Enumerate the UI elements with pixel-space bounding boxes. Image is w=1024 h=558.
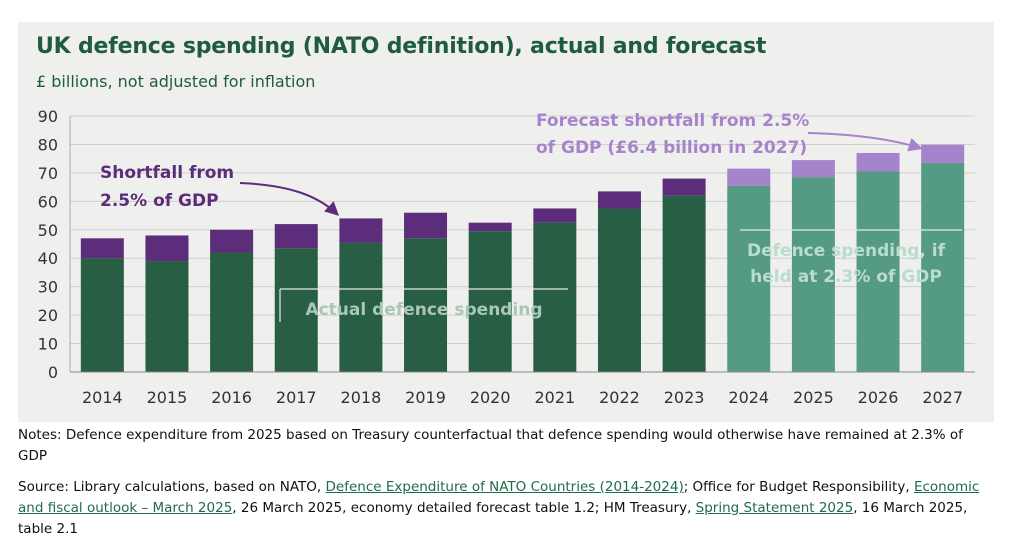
source-suffix: , 16 March 2025, table 2.1 xyxy=(18,500,968,537)
y-tick-label: 40 xyxy=(38,249,58,268)
x-tick-label: 2014 xyxy=(82,388,123,407)
bar-actual-2023 xyxy=(662,195,706,372)
y-tick-label: 70 xyxy=(38,164,58,183)
source-link-spring-statement[interactable]: Spring Statement 2025 xyxy=(695,500,854,516)
bar-actual-2022 xyxy=(597,208,641,372)
bar-forecast-2024 xyxy=(727,185,771,372)
y-tick-label: 80 xyxy=(38,135,58,154)
bar-actual-2019 xyxy=(404,238,448,372)
source-link-nato[interactable]: Defence Expenditure of NATO Countries (2… xyxy=(325,479,684,495)
x-axis: 2014 2015 2016 2017 2018 2019 2020 2021 2022 2023… xyxy=(70,371,975,407)
bar-actual-2014 xyxy=(80,258,124,372)
y-axis: 0 10 20 30 40 50 60 70 80 90 xyxy=(38,107,71,382)
bar-shortfall-2021 xyxy=(533,208,577,223)
x-tick-label: 2019 xyxy=(405,388,446,407)
y-tick-label: 50 xyxy=(38,221,58,240)
bar-shortfall-2016 xyxy=(210,229,254,253)
bar-forecast-2027 xyxy=(921,162,965,372)
bar-shortfall-2018 xyxy=(339,218,383,243)
x-tick-label: 2024 xyxy=(728,388,769,407)
x-tick-label: 2026 xyxy=(858,388,899,407)
bar-shortfall-2020 xyxy=(468,222,512,232)
chart-subtitle: £ billions, not adjusted for inflation xyxy=(36,72,316,91)
y-tick-label: 90 xyxy=(38,107,58,126)
source-mid1: ; Office for Budget Responsibility, xyxy=(683,479,914,495)
chart-source: Source: Library calculations, based on N… xyxy=(18,477,993,540)
annotation-forecast-shortfall-arrow xyxy=(807,132,923,152)
annotation-forecast-shortfall-line2: of GDP (£6.4 billion in 2027) xyxy=(536,138,807,158)
annotation-shortfall-line1: Shortfall from xyxy=(100,163,234,183)
bar-shortfall-2014 xyxy=(80,238,124,259)
y-tick-label: 60 xyxy=(38,192,58,211)
bar-forecast-shortfall-2024 xyxy=(727,168,771,186)
annotation-forecast-label-line2: held at 2.3% of GDP xyxy=(750,267,942,287)
x-tick-label: 2015 xyxy=(147,388,188,407)
x-tick-label: 2017 xyxy=(276,388,317,407)
bar-forecast-2026 xyxy=(856,171,900,372)
annotation-forecast-shortfall-line1: Forecast shortfall from 2.5% xyxy=(536,111,809,131)
y-tick-label: 10 xyxy=(38,335,58,354)
x-tick-label: 2020 xyxy=(470,388,511,407)
annotation-actual-label: Actual defence spending xyxy=(305,300,542,320)
bar-forecast-2025 xyxy=(791,177,835,372)
bar-actual-2016 xyxy=(210,252,254,372)
bar-shortfall-2019 xyxy=(404,212,448,239)
x-tick-label: 2022 xyxy=(599,388,640,407)
bars xyxy=(80,144,965,372)
x-tick-label: 2027 xyxy=(922,388,963,407)
bar-shortfall-2017 xyxy=(274,224,318,249)
bar-actual-2020 xyxy=(468,231,512,372)
x-tick-label: 2016 xyxy=(211,388,252,407)
source-mid2: , 26 March 2025, economy detailed foreca… xyxy=(232,500,696,516)
bar-actual-2015 xyxy=(145,261,189,372)
chart-notes: Notes: Defence expenditure from 2025 bas… xyxy=(18,427,963,464)
source-prefix: Source: Library calculations, based on N… xyxy=(18,479,326,495)
x-tick-label: 2021 xyxy=(534,388,575,407)
source-link-obr[interactable]: Economic and fiscal outlook – March 2025 xyxy=(18,479,980,516)
annotation-forecast-label-line1: Defence spending, if xyxy=(747,241,946,261)
bar-actual-2021 xyxy=(533,222,577,372)
annotations: Shortfall from 2.5% of GDP Forecast shortf… xyxy=(100,111,962,322)
bar-forecast-shortfall-2027 xyxy=(921,144,965,163)
y-tick-label: 20 xyxy=(38,306,58,325)
bar-actual-2017 xyxy=(274,248,318,372)
bar-shortfall-2015 xyxy=(145,235,189,262)
x-tick-label: 2018 xyxy=(341,388,382,407)
chart-title: UK defence spending (NATO definition), a… xyxy=(36,34,767,59)
bar-chart: 0 10 20 30 40 50 60 70 80 90 2014 2015 2016 2017 2018… xyxy=(38,107,975,407)
annotation-shortfall-arrow xyxy=(239,182,340,216)
x-tick-label: 2025 xyxy=(793,388,834,407)
y-tick-label: 30 xyxy=(38,278,58,297)
bar-shortfall-2023 xyxy=(662,178,706,196)
y-tick-label: 0 xyxy=(48,363,58,382)
bar-shortfall-2022 xyxy=(597,191,641,209)
x-tick-label: 2023 xyxy=(664,388,705,407)
bar-forecast-shortfall-2026 xyxy=(856,152,900,172)
annotation-shortfall-line2: 2.5% of GDP xyxy=(100,191,219,211)
bar-forecast-shortfall-2025 xyxy=(791,160,835,178)
bar-actual-2018 xyxy=(339,242,383,372)
